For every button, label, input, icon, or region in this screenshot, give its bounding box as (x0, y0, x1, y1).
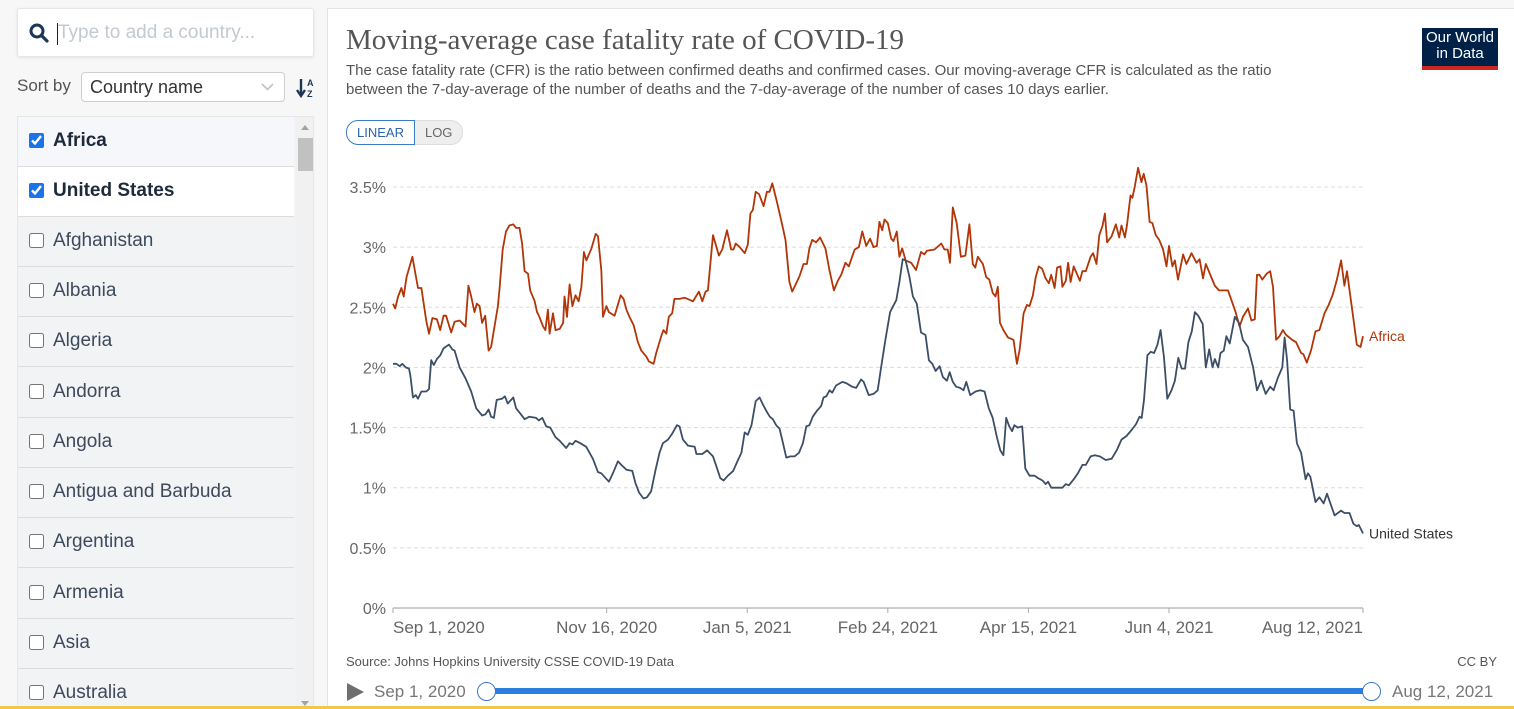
series-label-africa[interactable]: Africa (1369, 328, 1405, 344)
x-tick-label: Feb 24, 2021 (838, 618, 938, 637)
chart-panel (327, 8, 1514, 709)
logo-red-bar (1422, 66, 1498, 70)
country-label: Antigua and Barbuda (53, 481, 232, 502)
country-label: Armenia (53, 582, 124, 603)
series-line-united-states[interactable] (393, 258, 1364, 534)
country-label: United States (53, 180, 175, 201)
text-caret (57, 23, 58, 45)
owid-logo[interactable]: Our World in Data (1422, 28, 1498, 70)
list-item[interactable]: Andorra (18, 368, 294, 418)
x-tick-label: Jun 4, 2021 (1125, 618, 1214, 637)
y-tick-label: 1% (363, 481, 386, 498)
country-list[interactable]: Africa United States Afghanistan Albania… (17, 116, 314, 708)
country-label: Australia (53, 682, 127, 703)
y-tick-label: 0.5% (350, 541, 386, 558)
country-checkbox[interactable] (29, 133, 44, 148)
x-tick-label: Sep 1, 2020 (393, 618, 485, 637)
country-label: Albania (53, 280, 117, 301)
bottom-highlight-line (0, 706, 1514, 709)
svg-text:Z: Z (307, 89, 313, 99)
list-item[interactable]: Angola (18, 418, 294, 468)
chart-subtitle: The case fatality rate (CFR) is the rati… (346, 62, 1272, 98)
series-label-united-states[interactable]: United States (1369, 525, 1453, 541)
list-item[interactable]: Algeria (18, 317, 294, 367)
country-label: Andorra (53, 381, 121, 402)
country-label: Argentina (53, 531, 135, 552)
logo-line-2: in Data (1436, 45, 1484, 62)
svg-text:A: A (307, 78, 314, 88)
list-item[interactable]: Africa (18, 117, 294, 167)
y-tick-label: 2.5% (350, 300, 386, 317)
x-tick-label: Jan 5, 2021 (703, 618, 792, 637)
y-tick-label: 3% (363, 240, 386, 257)
country-search-input[interactable] (56, 17, 306, 49)
sort-by-label: Sort by (17, 76, 71, 95)
timeline-end-label: Aug 12, 2021 (1392, 682, 1494, 701)
scale-toggle[interactable]: LINEAR LOG (346, 120, 464, 145)
scale-log-button[interactable]: LOG (414, 120, 464, 145)
list-item[interactable]: Australia (18, 669, 294, 707)
country-checkbox[interactable] (29, 233, 44, 248)
country-label: Asia (53, 632, 90, 653)
logo-line-1: Our World (1425, 29, 1495, 46)
country-checkbox[interactable] (29, 585, 44, 600)
x-tick-label: Apr 15, 2021 (980, 618, 1077, 637)
x-tick-label: Aug 12, 2021 (1262, 618, 1363, 637)
country-checkbox[interactable] (29, 685, 44, 700)
country-checkbox[interactable] (29, 434, 44, 449)
list-item[interactable]: United States (18, 167, 294, 217)
list-item[interactable]: Asia (18, 619, 294, 669)
list-scrollbar[interactable] (296, 117, 313, 707)
scroll-thumb[interactable] (298, 138, 313, 171)
country-checkbox[interactable] (29, 534, 44, 549)
list-item[interactable]: Afghanistan (18, 217, 294, 267)
country-checkbox[interactable] (29, 384, 44, 399)
chevron-down-icon (261, 83, 274, 91)
timeline-start-label: Sep 1, 2020 (374, 682, 466, 701)
country-checkbox[interactable] (29, 484, 44, 499)
country-label: Algeria (53, 330, 113, 351)
source-note[interactable]: Source: Johns Hopkins University CSSE CO… (346, 654, 675, 669)
sort-by-select[interactable]: Country name (81, 72, 285, 102)
list-item[interactable]: Argentina (18, 518, 294, 568)
search-icon (29, 23, 49, 43)
y-tick-label: 0% (363, 601, 386, 618)
country-label: Afghanistan (53, 230, 154, 251)
series-line-africa[interactable] (392, 166, 1364, 365)
timeline-start-handle[interactable] (476, 682, 496, 701)
country-label: Africa (53, 130, 107, 151)
timeline-slider-track[interactable] (486, 688, 1371, 694)
country-checkbox[interactable] (29, 333, 44, 348)
sort-ascending-icon[interactable]: A Z (296, 77, 316, 99)
license-link[interactable]: CC BY (1457, 654, 1497, 669)
list-item[interactable]: Antigua and Barbuda (18, 468, 294, 518)
country-checkbox[interactable] (29, 183, 44, 198)
y-tick-label: 2% (363, 360, 386, 377)
sort-by-value: Country name (90, 77, 204, 97)
list-item[interactable]: Armenia (18, 569, 294, 619)
scale-linear-button[interactable]: LINEAR (346, 120, 415, 145)
country-checkbox[interactable] (29, 635, 44, 650)
country-label: Angola (53, 431, 113, 452)
x-tick-label: Nov 16, 2020 (556, 618, 657, 637)
chart-title: Moving-average case fatality rate of COV… (346, 24, 905, 56)
scroll-down-arrow-icon[interactable] (301, 701, 309, 706)
country-search-box[interactable] (17, 8, 314, 57)
scroll-up-arrow-icon[interactable] (301, 125, 309, 130)
y-tick-label: 1.5% (350, 421, 386, 438)
timeline-end-handle[interactable] (1361, 682, 1381, 701)
y-tick-label: 3.5% (350, 180, 386, 197)
play-icon[interactable] (347, 683, 364, 701)
country-checkbox[interactable] (29, 283, 44, 298)
list-item[interactable]: Albania (18, 267, 294, 317)
